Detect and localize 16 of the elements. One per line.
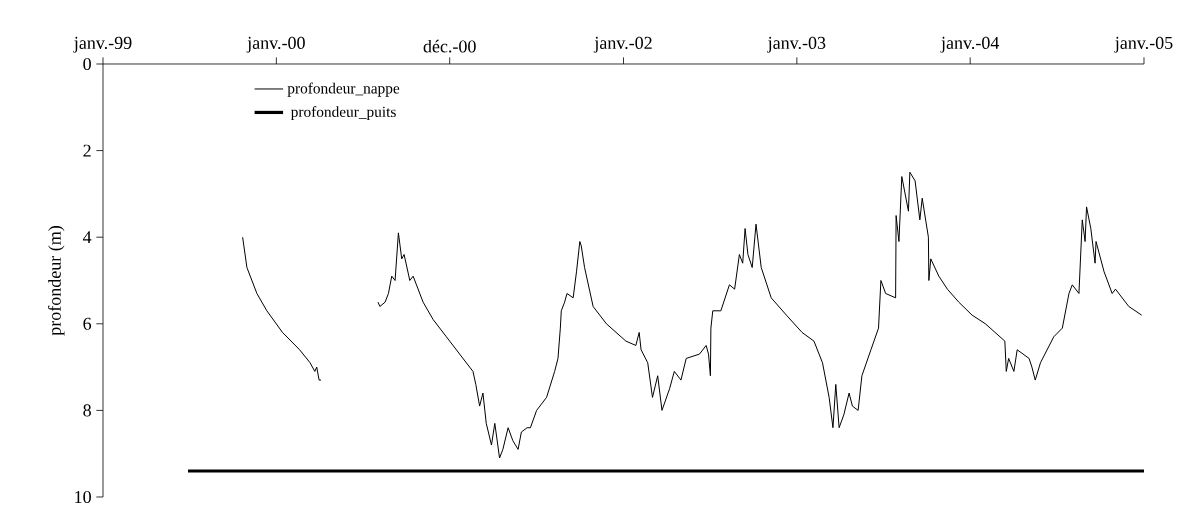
y-tick-label: 0 bbox=[83, 57, 91, 71]
y-tick-label: 8 bbox=[83, 404, 91, 417]
y-tick-label: 10 bbox=[75, 490, 91, 504]
y-tick-label: 2 bbox=[83, 144, 91, 157]
x-tick-label: déc.-00 bbox=[423, 39, 476, 53]
x-tick-label: janv.-05 bbox=[1114, 36, 1173, 53]
y-tick-label: 4 bbox=[82, 231, 92, 244]
y-axis-title: profondeur (m) bbox=[47, 226, 65, 336]
x-tick-label: janv.-99 bbox=[73, 36, 132, 53]
x-tick-label: janv.-03 bbox=[767, 36, 826, 53]
y-tick-label: 6 bbox=[83, 317, 92, 330]
x-tick-label: janv.-02 bbox=[593, 36, 652, 53]
legend-label: profondeur_puits bbox=[290, 106, 396, 121]
x-tick-label: janv.-04 bbox=[940, 36, 1000, 53]
legend-label: profondeur_nappe bbox=[287, 82, 400, 97]
x-tick-label: janv.-00 bbox=[246, 36, 305, 53]
